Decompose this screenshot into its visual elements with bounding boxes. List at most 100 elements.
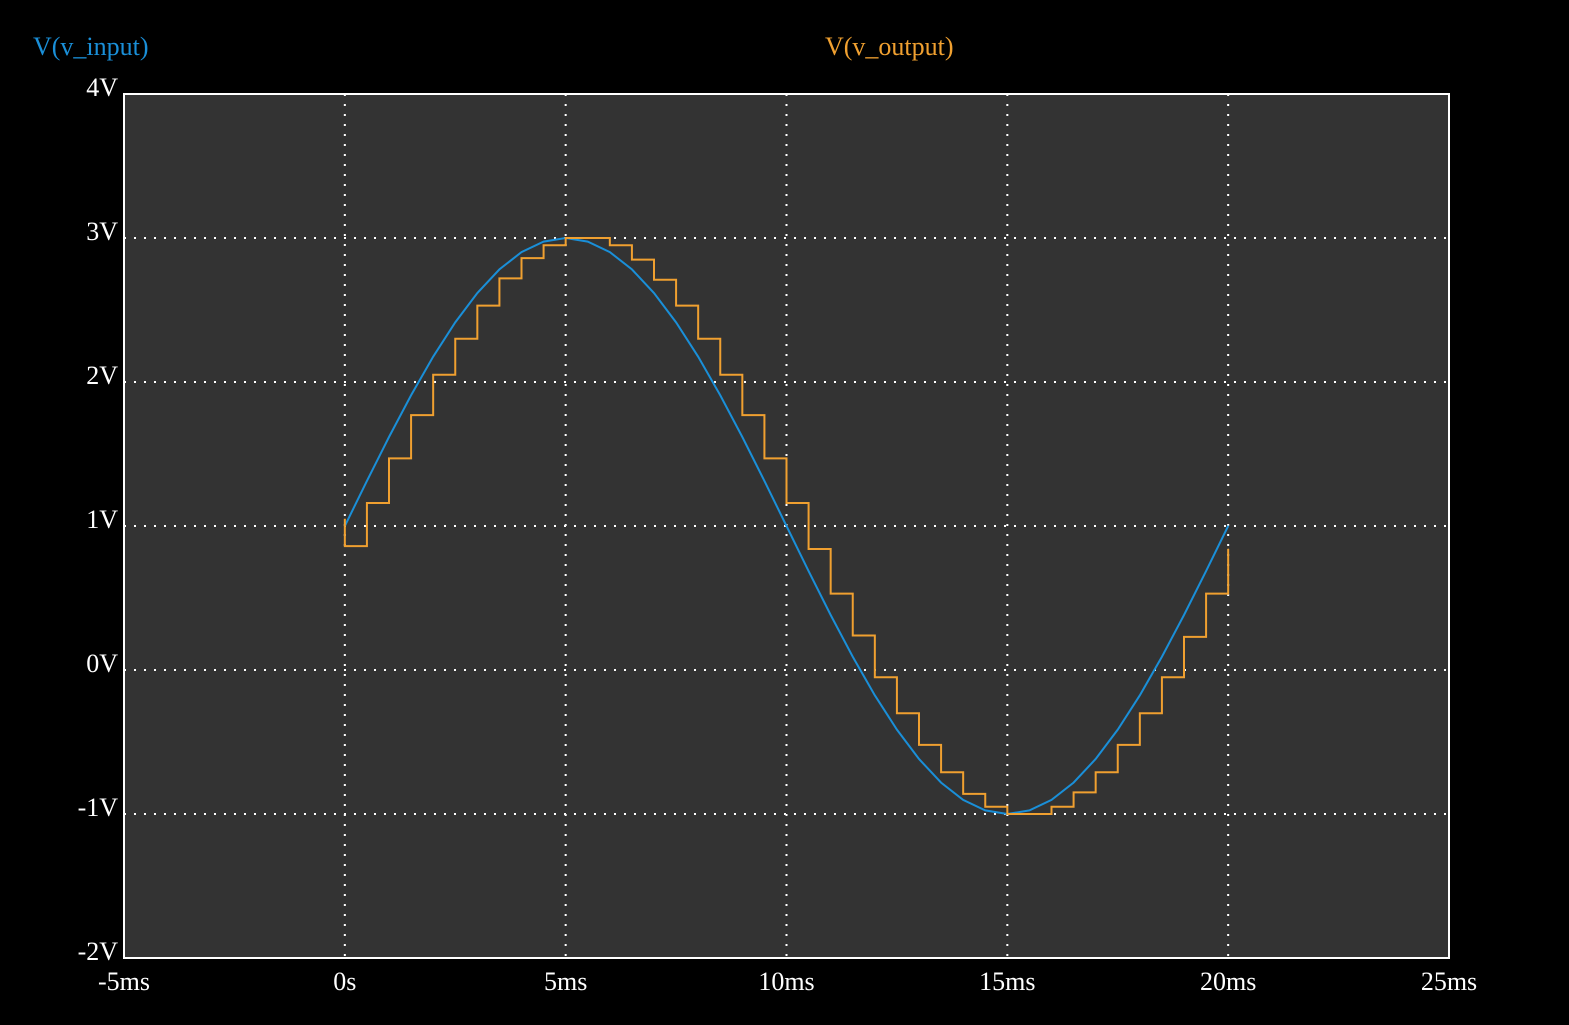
data-point [1117,729,1119,731]
data-point [940,782,942,784]
data-point [410,394,412,396]
data-point [1183,614,1185,616]
data-point [852,656,854,658]
y-tick-label: 2V [86,361,118,390]
legend-label-v-input: V(v_input) [33,32,149,61]
data-point [940,771,942,773]
x-tick-label: 10ms [758,967,814,996]
x-tick-label: 15ms [979,967,1035,996]
y-tick-label: 4V [86,73,118,102]
data-point [432,356,434,358]
data-point [1072,791,1075,794]
data-point [388,457,390,459]
data-point [1006,813,1008,815]
data-point [1028,809,1031,812]
data-point [697,356,699,358]
data-point [609,251,611,253]
x-tick-label: 5ms [544,967,587,996]
y-tick-label: 1V [86,505,118,534]
data-point [388,436,390,438]
data-point [498,268,501,270]
data-point [410,414,412,416]
data-point [1161,676,1163,678]
data-point [785,525,788,527]
data-point [454,338,456,340]
data-point [1205,570,1207,572]
data-point [476,292,478,294]
x-axis-ticks: -5ms 0s 5ms 10ms 15ms 20ms 25ms [98,967,1477,996]
data-point [918,758,920,760]
data-point [852,634,854,637]
data-point [1161,656,1163,658]
y-tick-label: -2V [78,937,119,966]
data-point [962,799,964,801]
data-point [542,244,545,246]
y-tick-label: 3V [86,217,118,246]
data-point [587,237,589,239]
y-tick-label: 0V [86,649,118,678]
data-point [874,676,876,678]
series-layer [343,236,1230,816]
data-point [1183,636,1185,638]
data-point [896,712,898,714]
data-point [587,241,589,243]
data-point [1139,694,1141,696]
data-point [366,480,368,482]
legend-label-v-output: V(v_output) [825,32,954,61]
data-point [675,321,677,323]
data-point [344,545,346,547]
data-point [741,436,743,438]
data-point [1205,593,1207,595]
legend: V(v_input) V(v_output) [33,32,954,61]
y-axis-ticks: 4V 3V 2V 1V 0V -1V -2V [78,73,119,966]
data-point [1117,744,1119,746]
x-tick-label: 0s [333,967,356,996]
data-point [1227,525,1229,527]
data-point [807,570,810,572]
y-tick-label: -1V [78,793,119,822]
data-point [1050,806,1053,808]
data-point [653,292,655,294]
data-point [807,548,810,550]
data-point [896,729,898,731]
data-point [1095,758,1097,760]
data-point [763,457,766,459]
data-point [719,374,721,376]
data-point [1050,799,1053,801]
data-point [719,394,721,396]
data-point [830,593,832,595]
series-v-v-output [343,237,1230,815]
data-point [476,305,478,307]
data-point [520,257,523,259]
data-point [1139,712,1141,714]
data-point [697,338,699,340]
data-point [763,480,766,482]
data-point [984,806,986,808]
data-point [498,277,501,279]
data-point [366,502,368,504]
data-point [1072,782,1075,784]
data-point [918,744,920,746]
data-point [785,502,788,504]
data-point [631,259,633,261]
data-point [874,694,876,696]
data-point [631,268,633,270]
data-point [653,279,655,281]
data-point [830,614,832,616]
data-point [1227,548,1229,550]
x-tick-label: 20ms [1200,967,1256,996]
data-point [962,793,964,795]
data-point [520,251,523,253]
x-tick-label: -5ms [98,967,150,996]
data-point [675,305,677,307]
data-point [454,321,456,323]
data-point [432,374,434,376]
data-point [984,809,986,812]
data-point [741,414,743,416]
x-tick-label: 25ms [1421,967,1477,996]
data-point [565,237,567,239]
data-point [542,241,545,243]
data-point [1095,771,1097,773]
data-point [1028,813,1031,815]
